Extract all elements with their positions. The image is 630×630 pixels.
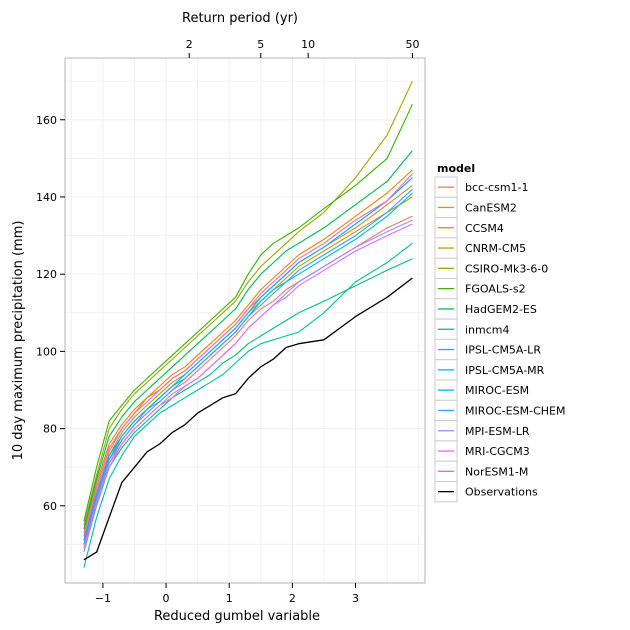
series-line-noresm1-m [83,173,413,537]
series-line-observations [83,277,413,561]
series-line-mri-cgcm3 [83,223,413,549]
y-tick-label: 100 [36,345,57,358]
legend-label: MPI-ESM-LR [465,425,530,438]
series-lines [83,80,413,568]
legend-label: CNRM-CM5 [465,242,526,255]
legend-label: FGOALS-s2 [465,283,526,296]
legend-label: CCSM4 [465,222,504,235]
legend-label: MRI-CGCM3 [465,445,530,458]
top-tick-label: 50 [405,38,419,51]
legend-label: Observations [465,486,538,499]
legend-label: HadGEM2-ES [465,303,537,316]
x-tick-label: 0 [163,592,170,605]
x-axis-title: Reduced gumbel variable [154,609,320,624]
x-axis: −1 0 1 2 3 [95,583,359,605]
top-axis: 2 5 10 50 [186,38,419,58]
legend-label: NorESM1-M [465,465,528,478]
y-axis-title: 10 day maximum precipitation (mm) [11,221,26,461]
series-line-inmcm4 [83,258,413,549]
top-tick-label: 5 [257,38,264,51]
legend: model bcc-csm1-1 CanESM2 CCSM4 CNRM-CM5 CSIR… [434,162,565,503]
y-tick-label: 80 [43,423,57,436]
top-tick-label: 2 [186,38,193,51]
x-tick-label: 3 [352,592,359,605]
plot-panel-border [64,57,426,584]
series-line-csiro-mk3-6-0 [83,80,413,526]
y-tick-label: 140 [36,191,57,204]
x-tick-label: −1 [95,592,111,605]
y-tick-label: 60 [43,500,57,513]
series-line-miroc-esm-chem [83,188,413,545]
legend-label: CSIRO-Mk3-6-0 [465,262,548,275]
series-line-ipsl-cm5a-lr [83,242,413,568]
x-tick-label: 1 [226,592,233,605]
series-line-ccsm4 [83,169,413,533]
top-tick-label: 10 [301,38,315,51]
series-line-fgoals-s2 [83,104,413,522]
legend-label: inmcm4 [465,323,510,336]
legend-label: bcc-csm1-1 [465,181,529,194]
series-line-hadgem2-es [83,150,413,530]
legend-label: IPSL-CM5A-MR [465,364,545,377]
y-tick-label: 160 [36,114,57,127]
legend-label: MIROC-ESM [465,384,529,397]
y-axis: 60 80 100 120 140 160 [36,114,65,513]
grid [65,58,425,583]
legend-label: MIROC-ESM-CHEM [465,404,565,417]
legend-label: CanESM2 [465,201,517,214]
legend-label: IPSL-CM5A-LR [465,344,541,357]
legend-title: model [437,162,475,175]
top-axis-title: Return period (yr) [182,11,298,26]
x-tick-label: 2 [289,592,296,605]
series-line-miroc-esm [83,177,413,541]
y-tick-label: 120 [36,268,57,281]
